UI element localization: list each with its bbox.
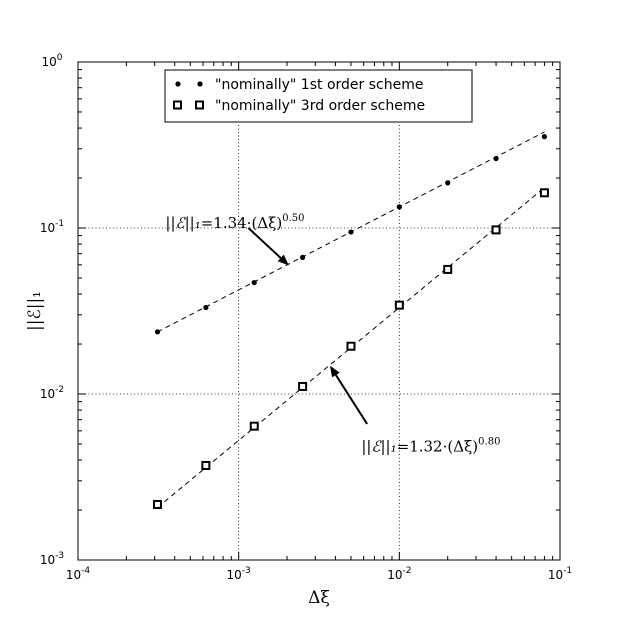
point-series-2 xyxy=(394,300,404,310)
annotation-equation-2: ||ℰ||₁=1.32·(Δξ)0.80 xyxy=(361,437,500,456)
point-series-1 xyxy=(493,155,499,162)
grid xyxy=(78,62,560,560)
x-tick-label: 10-3 xyxy=(227,566,251,582)
point-series-1 xyxy=(348,229,354,235)
legend-marker-1-a xyxy=(175,81,181,87)
point-series-2 xyxy=(491,225,501,235)
point-series-1 xyxy=(396,204,402,210)
point-series-1 xyxy=(154,329,161,335)
point-series-2 xyxy=(443,264,453,274)
legend-marker-2-b xyxy=(195,100,204,110)
x-tick-label: 10-4 xyxy=(66,566,91,582)
legend: "nominally" 1st order scheme "nominally"… xyxy=(164,69,473,123)
y-tick-label: 10-1 xyxy=(40,219,64,235)
axis-ticks xyxy=(77,61,561,561)
point-series-1 xyxy=(541,134,548,140)
point-series-1 xyxy=(445,180,451,186)
data-markers xyxy=(153,134,549,509)
plot-frame xyxy=(77,61,561,561)
x-tick-label: 10-1 xyxy=(548,566,572,582)
annotation-equation-1: ||ℰ||₁=1.34·(Δξ)0.50 xyxy=(165,213,304,232)
annotation-arrow-shaft-2 xyxy=(335,374,368,425)
point-series-1 xyxy=(203,304,209,311)
point-series-2 xyxy=(249,421,259,431)
y-tick-label: 10-2 xyxy=(40,385,64,401)
y-tick-label: 10-3 xyxy=(40,551,64,567)
x-tick-label: 10-2 xyxy=(387,566,411,582)
legend-label-1: "nominally" 1st order scheme xyxy=(215,77,423,93)
point-series-2 xyxy=(298,381,308,391)
annotation-arrow-head-1 xyxy=(277,254,289,266)
legend-marker-1-b xyxy=(197,81,203,87)
point-series-2 xyxy=(346,341,356,351)
annotation-arrow-shaft-1 xyxy=(247,227,282,259)
legend-label-2: "nominally" 3rd order scheme xyxy=(215,98,425,114)
point-series-1 xyxy=(251,279,257,286)
annotations: ||ℰ||₁=1.34·(Δξ)0.50 ||ℰ||₁=1.32·(Δξ)0.80 xyxy=(165,213,500,456)
point-series-2 xyxy=(539,188,549,198)
annotation-arrow-head-2 xyxy=(330,365,340,378)
y-tick-label: 100 xyxy=(41,53,62,69)
point-series-2 xyxy=(153,499,163,509)
y-axis-label: ||ℰ||₁ xyxy=(25,291,45,331)
legend-box xyxy=(164,69,473,123)
legend-marker-2-a xyxy=(173,100,182,110)
fit-line-series-2 xyxy=(157,187,545,508)
point-series-1 xyxy=(300,254,306,261)
point-series-2 xyxy=(201,460,211,470)
x-axis-label: Δξ xyxy=(308,588,330,608)
